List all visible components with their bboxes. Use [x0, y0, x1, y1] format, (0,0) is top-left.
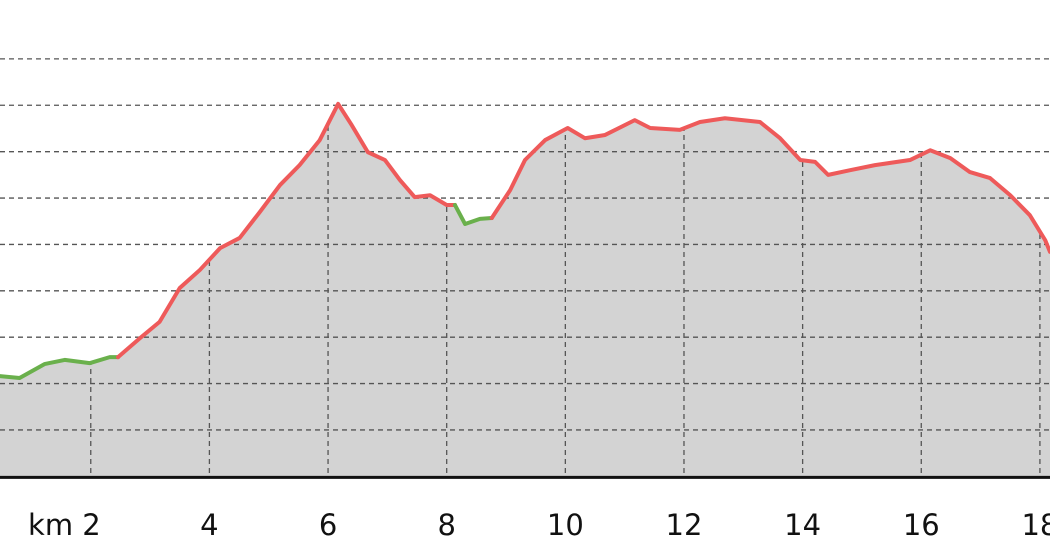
elevation-line	[0, 355, 121, 381]
elevation-line	[453, 203, 494, 227]
x-tick-label: 14	[784, 508, 821, 542]
x-tick-label: 18	[1021, 508, 1050, 542]
x-tick-label: 10	[547, 508, 584, 542]
x-tick-label: 16	[903, 508, 940, 542]
x-tick-label: 4	[200, 508, 218, 542]
x-tick-label: 12	[666, 508, 703, 542]
elevation-line	[116, 101, 457, 360]
x-tick-label: 8	[437, 508, 455, 542]
elevation-line	[489, 116, 1050, 254]
x-tick-label: km 2	[28, 508, 101, 542]
x-tick-label: 6	[319, 508, 337, 542]
